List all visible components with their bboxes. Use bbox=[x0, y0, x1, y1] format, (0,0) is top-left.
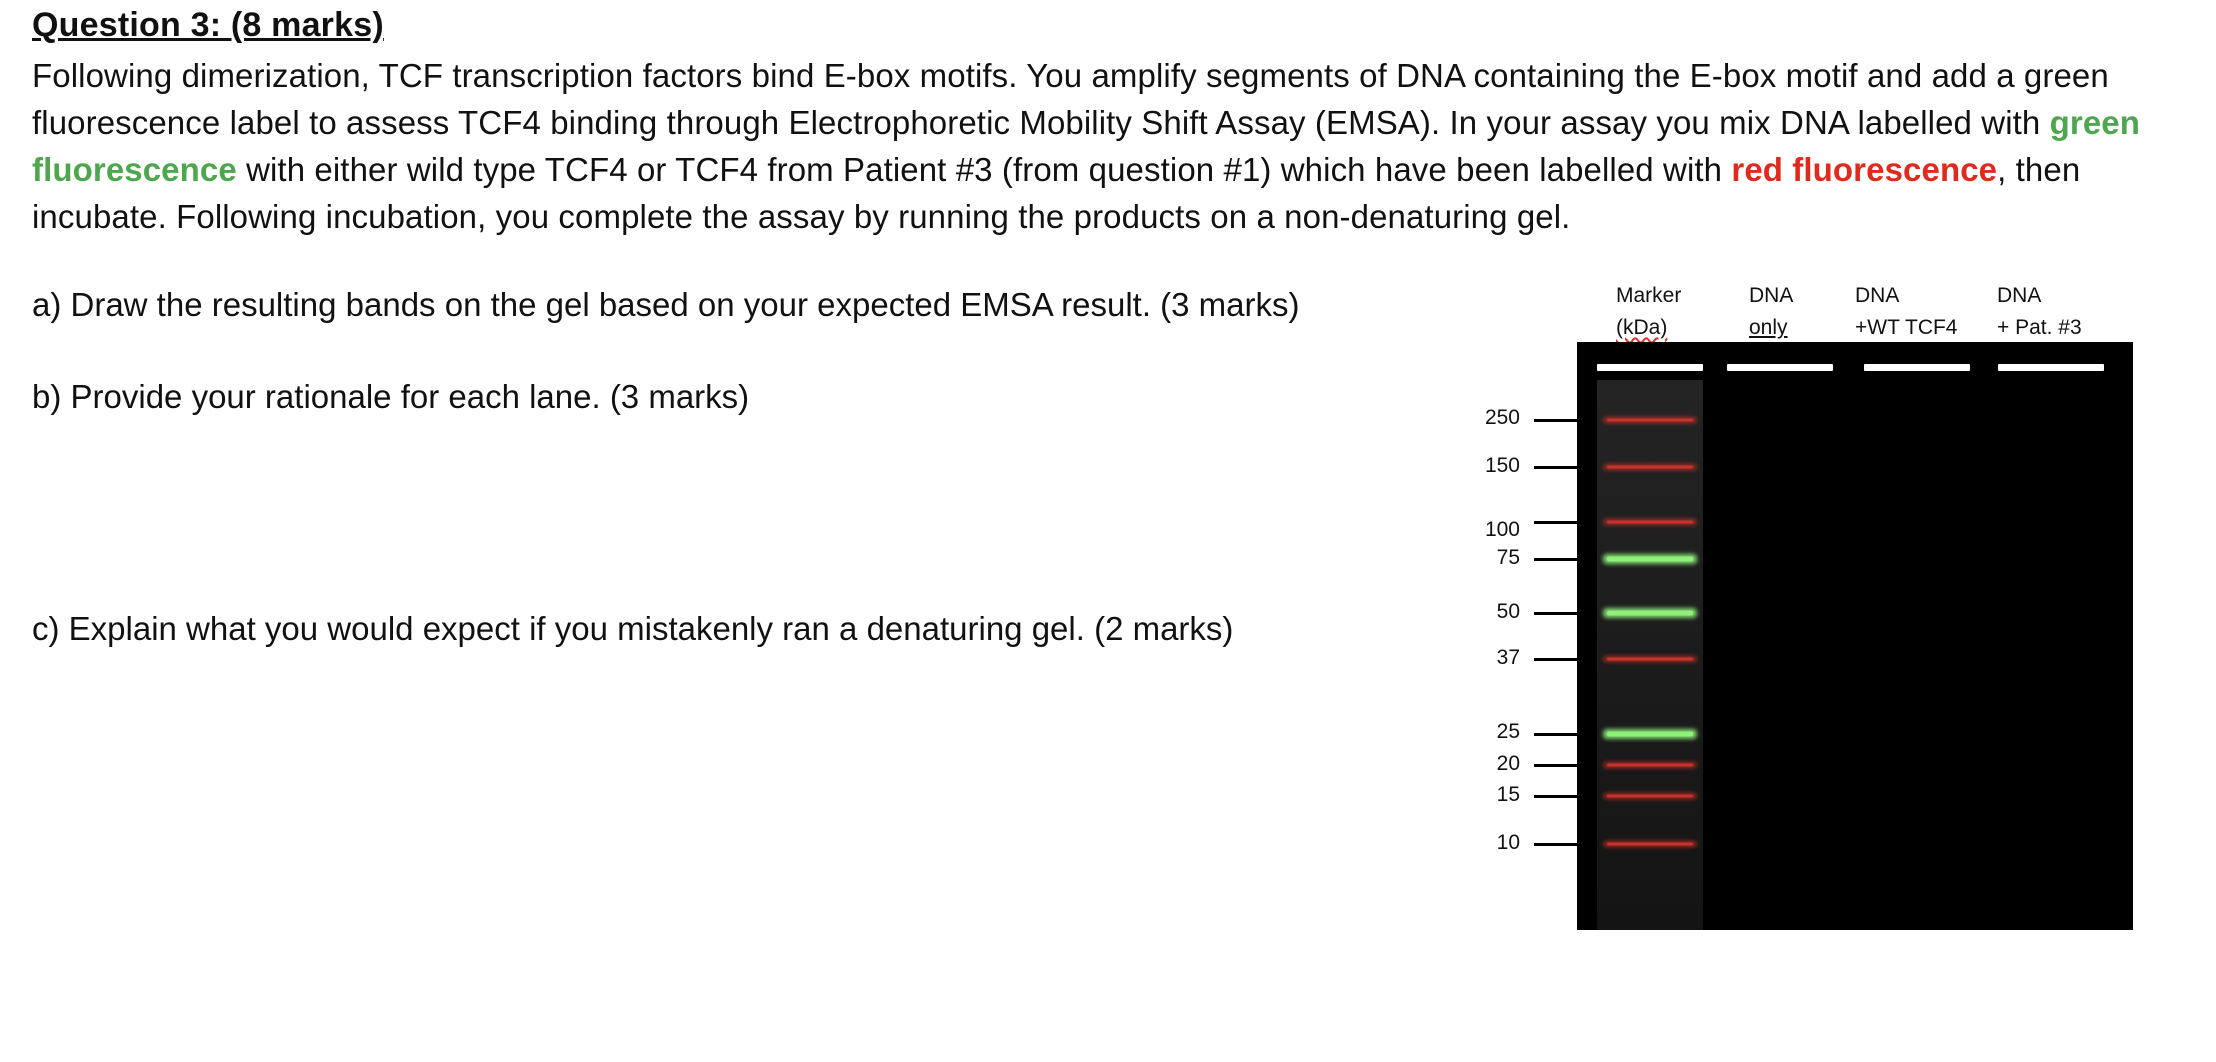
mw-label-20: 20 bbox=[1496, 752, 1520, 775]
mw-label-25: 25 bbox=[1496, 720, 1520, 743]
mw-label-50: 50 bbox=[1496, 600, 1520, 623]
mw-tick bbox=[1534, 764, 1577, 767]
mw-tick bbox=[1534, 419, 1577, 422]
intro-text-1: Following dimerization, TCF transcriptio… bbox=[32, 57, 2109, 141]
marker-band-red bbox=[1607, 657, 1693, 661]
lane-header-line1: DNA bbox=[1997, 284, 2042, 307]
mw-tick bbox=[1534, 795, 1577, 798]
mw-label-250: 250 bbox=[1484, 406, 1520, 429]
red-fluorescence-text: red fluorescence bbox=[1731, 151, 1998, 188]
mw-tick bbox=[1534, 466, 1577, 469]
marker-lane-background bbox=[1597, 380, 1703, 930]
intro-text-2: with either wild type TCF4 or TCF4 from … bbox=[236, 151, 1732, 188]
marker-band-red bbox=[1607, 418, 1693, 422]
lane-header-marker: Marker (kDa) bbox=[1616, 280, 1681, 344]
green-fluorescence-text: green fluorescence bbox=[32, 104, 2141, 188]
lane-header-dna-patient: DNA + Pat. #3 bbox=[1997, 280, 2082, 344]
marker-band-red bbox=[1607, 763, 1693, 767]
marker-band-green bbox=[1607, 556, 1693, 562]
well-dna-only bbox=[1727, 364, 1833, 371]
well-dna-patient bbox=[1998, 364, 2104, 371]
gel-image bbox=[1577, 342, 2133, 930]
marker-band-red bbox=[1607, 794, 1693, 798]
well-marker bbox=[1597, 364, 1703, 371]
mw-tick bbox=[1534, 733, 1577, 736]
mw-label-10: 10 bbox=[1496, 831, 1520, 854]
mw-label-15: 15 bbox=[1496, 783, 1520, 806]
marker-lane-svg bbox=[1597, 380, 1703, 930]
marker-band-red bbox=[1607, 520, 1693, 524]
marker-band-green bbox=[1607, 610, 1693, 616]
lane-header-line2: +WT TCF4 bbox=[1855, 316, 1958, 339]
mw-label-75: 75 bbox=[1496, 546, 1520, 569]
marker-band-red bbox=[1607, 842, 1693, 846]
question-intro: Following dimerization, TCF transcriptio… bbox=[32, 52, 2192, 240]
lane-header-line1: Marker bbox=[1616, 284, 1682, 307]
marker-band-green bbox=[1607, 731, 1693, 737]
lane-header-line2: (kDa) bbox=[1616, 316, 1668, 339]
well-dna-wt bbox=[1864, 364, 1970, 371]
mw-tick bbox=[1534, 658, 1577, 661]
lane-header-line1: DNA bbox=[1855, 284, 1900, 307]
mw-label-100: 100 bbox=[1484, 518, 1520, 541]
part-a-prompt: a) Draw the resulting bands on the gel b… bbox=[32, 286, 1300, 323]
lane-header-line1: DNA bbox=[1749, 284, 1794, 307]
mw-label-150: 150 bbox=[1484, 454, 1520, 477]
part-c-prompt: c) Explain what you would expect if you … bbox=[32, 610, 1234, 647]
lane-header-line2: + Pat. #3 bbox=[1997, 316, 2082, 339]
lane-header-dna-wt: DNA +WT TCF4 bbox=[1855, 280, 1958, 344]
part-b-prompt: b) Provide your rationale for each lane.… bbox=[32, 378, 750, 415]
marker-band-red bbox=[1607, 465, 1693, 469]
mw-tick bbox=[1534, 558, 1577, 561]
mw-label-37: 37 bbox=[1496, 646, 1520, 669]
lane-header-line2: only bbox=[1749, 316, 1788, 339]
mw-tick bbox=[1534, 843, 1577, 846]
lane-header-dna-only: DNA only bbox=[1749, 280, 1793, 344]
intro-text-3: , then incubate. Following incubation, y… bbox=[32, 151, 2081, 235]
mw-tick bbox=[1534, 612, 1577, 615]
question-title: Question 3: (8 marks) bbox=[32, 6, 384, 44]
mw-tick bbox=[1534, 521, 1577, 524]
